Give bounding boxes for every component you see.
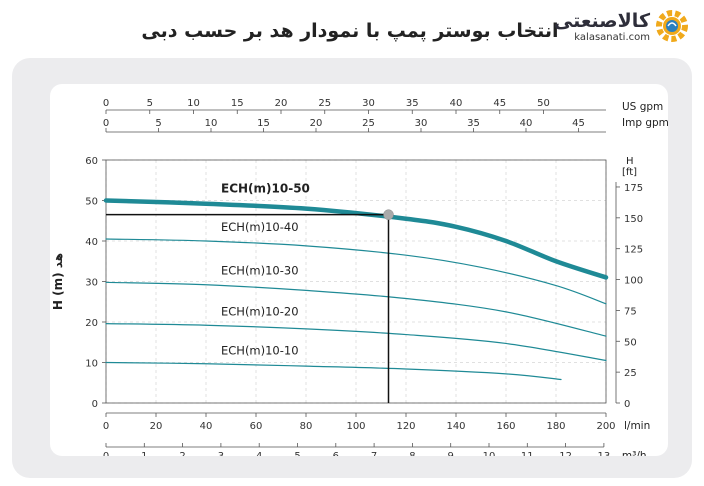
chart-card: 0 5 10 15 20 25 30 35 40 45 50 US gpm 0 5 10 15 20 25 30 35…: [50, 84, 669, 484]
tick-label-lmin: 120: [396, 421, 415, 432]
tick-label-lmin: 0: [103, 421, 109, 432]
tick-label-h-ft: 25: [624, 368, 637, 379]
tick-label-imp-gpm: 40: [520, 118, 533, 129]
curve-echm10-40: [105, 238, 607, 305]
tick-label-m3h: 7: [371, 451, 377, 456]
tick-label-h-ft: 50: [624, 337, 637, 348]
tick-label-lmin: 200: [596, 421, 615, 432]
series-label: ECH(m)10-40: [221, 220, 299, 234]
tick-label-lmin: 180: [546, 421, 565, 432]
tick-label-us-gpm: 20: [275, 98, 288, 109]
tick-label-us-gpm: 30: [362, 98, 375, 109]
tick-label-imp-gpm: 5: [155, 118, 161, 129]
tick-label-h-m: 40: [85, 237, 98, 248]
operating-point-marker: [383, 209, 394, 220]
tick-label-h-m: 0: [92, 399, 98, 410]
tick-label-us-gpm: 25: [318, 98, 331, 109]
axis-label-us-gpm: US gpm: [622, 101, 663, 113]
tick-label-h-ft: 150: [624, 214, 643, 225]
tick-label-h-ft: 175: [624, 183, 643, 194]
tick-label-h-m: 30: [85, 278, 98, 289]
tick-label-h-ft: 100: [624, 276, 643, 287]
tick-label-us-gpm: 40: [450, 98, 463, 109]
tick-label-us-gpm: 0: [103, 98, 109, 109]
logo-url: kalasanati.com: [574, 32, 650, 43]
axis-label-m3h: m³/h: [622, 450, 647, 456]
tick-label-lmin: 140: [446, 421, 465, 432]
tick-label-imp-gpm: 45: [572, 118, 585, 129]
tick-label-lmin: 80: [300, 421, 313, 432]
tick-label-m3h: 10: [483, 451, 496, 456]
tick-label-us-gpm: 35: [406, 98, 419, 109]
tick-label-m3h: 12: [559, 451, 572, 456]
tick-label-us-gpm: 45: [493, 98, 506, 109]
axis-label-h-ft-unit: [ft]: [622, 167, 637, 178]
header: انتخاب بوستر پمپ با نمودار هد بر حسب دبی…: [0, 0, 704, 56]
tick-label-h-m: 50: [85, 197, 98, 208]
tick-label-lmin: 160: [496, 421, 515, 432]
tick-label-lmin: 40: [200, 421, 213, 432]
tick-label-imp-gpm: 0: [103, 118, 109, 129]
gear-icon: [656, 10, 688, 42]
page-title: انتخاب بوستر پمپ با نمودار هد بر حسب دبی: [141, 20, 559, 42]
tick-label-h-m: 10: [85, 359, 98, 370]
tick-label-m3h: 0: [103, 451, 109, 456]
tick-label-imp-gpm: 10: [205, 118, 218, 129]
tick-label-h-m: 20: [85, 318, 98, 329]
tick-label-us-gpm: 50: [537, 98, 550, 109]
tick-label-imp-gpm: 25: [362, 118, 375, 129]
tick-label-us-gpm: 10: [187, 98, 200, 109]
tick-label-m3h: 11: [521, 451, 534, 456]
curve-echm10-30: [105, 281, 607, 337]
tick-label-h-m: 60: [85, 156, 98, 167]
series-label: ECH(m)10-20: [221, 305, 299, 319]
tick-label-h-ft: 125: [624, 245, 643, 256]
tick-label-m3h: 2: [179, 451, 185, 456]
brand-logo[interactable]: کالاصنعتی kalasanati.com: [540, 6, 690, 48]
axis-label-imp-gpm: Imp gpm: [622, 117, 668, 129]
series-label: ECH(m)10-30: [221, 263, 299, 277]
curve-echm10-20: [105, 323, 607, 362]
series-label: ECH(m)10-10: [221, 344, 299, 358]
tick-label-imp-gpm: 20: [310, 118, 323, 129]
tick-label-imp-gpm: 35: [467, 118, 480, 129]
tick-label-imp-gpm: 15: [257, 118, 270, 129]
axis-label-h-m: H (m) هد: [51, 253, 65, 310]
tick-label-lmin: 60: [250, 421, 263, 432]
tick-label-lmin: 20: [150, 421, 163, 432]
axis-label-lmin: l/min: [624, 420, 650, 432]
tick-label-h-ft: 0: [624, 399, 630, 410]
tick-label-m3h: 1: [141, 451, 147, 456]
tick-label-us-gpm: 5: [147, 98, 153, 109]
tick-label-m3h: 4: [256, 451, 262, 456]
axis-label-h-ft-top: H: [626, 156, 634, 167]
tick-label-h-ft: 75: [624, 306, 637, 317]
tick-label-m3h: 8: [409, 451, 415, 456]
logo-name: کالاصنعتی: [553, 10, 650, 32]
series-label: ECH(m)10-50: [221, 182, 310, 196]
tick-label-m3h: 3: [218, 451, 224, 456]
curve-echm10-10: [105, 361, 562, 381]
tick-label-m3h: 9: [448, 451, 454, 456]
tick-label-m3h: 6: [333, 451, 339, 456]
curve-echm10-50: [103, 198, 609, 280]
tick-label-imp-gpm: 30: [415, 118, 428, 129]
tick-label-m3h: 13: [598, 451, 611, 456]
chart-panel: 0 5 10 15 20 25 30 35 40 45 50 US gpm 0 5 10 15 20 25 30 35…: [12, 58, 692, 484]
tick-label-m3h: 5: [294, 451, 300, 456]
tick-label-us-gpm: 15: [231, 98, 244, 109]
tick-label-lmin: 100: [346, 421, 365, 432]
